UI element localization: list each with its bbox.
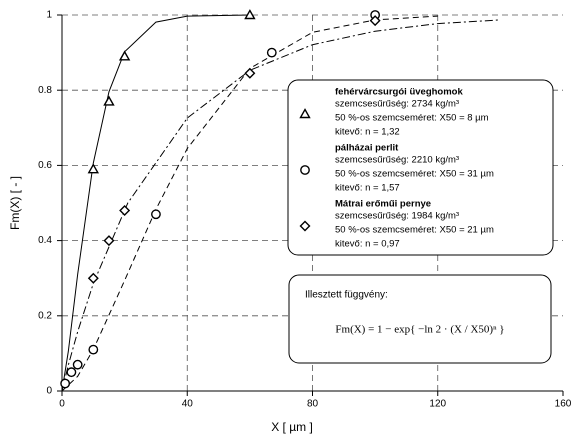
y-tick-label: 0.2: [38, 310, 52, 321]
y-axis-label: Fm(X) [ - ]: [8, 176, 22, 230]
y-tick-label: 0.8: [38, 85, 52, 96]
legend-detail: kitevő: n = 1,32: [335, 127, 400, 138]
y-tick-label: 0.4: [38, 235, 52, 246]
data-point: [244, 67, 256, 79]
data-point: [88, 344, 99, 355]
data-point: [87, 163, 100, 174]
data-point: [119, 205, 131, 217]
formula-box: [288, 274, 552, 364]
data-point: [60, 378, 71, 389]
x-tick-label: 40: [182, 399, 194, 410]
data-point: [244, 9, 256, 20]
data-point: [103, 235, 115, 247]
y-tick-label: 0.6: [38, 160, 52, 171]
x-tick-label: 120: [429, 399, 446, 410]
y-tick-label: 1: [46, 10, 52, 21]
legend-title: fehérvárcsurgói üveghomok: [335, 87, 463, 98]
legend-detail: 50 %-os szemcseméret: X50 = 8 µm: [335, 113, 489, 124]
data-point: [369, 15, 381, 27]
fit-curve: [61, 14, 250, 392]
legend-box: [287, 79, 554, 256]
x-tick-label: 160: [555, 399, 572, 410]
legend-title: Mátrai erőműi pernye: [335, 199, 431, 210]
fit-curve: [61, 19, 501, 392]
formula-title: Illesztett függvény:: [305, 290, 388, 301]
legend-title: pálházai perlit: [335, 143, 399, 154]
x-tick-label: 80: [307, 399, 319, 410]
data-point: [103, 95, 115, 106]
data-point: [118, 50, 131, 61]
legend-detail: szemcsesűrűség: 2210 kg/m³: [335, 155, 459, 166]
data-point: [151, 209, 161, 220]
legend-marker: [299, 220, 311, 232]
data-point: [266, 47, 277, 58]
legend-detail: 50 %-os szemcseméret: X50 = 31 µm: [335, 169, 494, 180]
y-tick-label: 0: [46, 386, 52, 397]
fit-curve: [61, 15, 438, 392]
legend-detail: szemcsesűrűség: 1984 kg/m³: [335, 211, 459, 222]
data-point: [66, 367, 77, 378]
data-point: [87, 272, 99, 284]
legend-detail: kitevő: n = 1,57: [335, 183, 400, 194]
data-point: [72, 359, 83, 370]
legend-detail: 50 %-os szemcseméret: X50 = 21 µm: [335, 225, 494, 236]
legend-detail: szemcsesűrűség: 2734 kg/m³: [335, 99, 459, 110]
x-tick-label: 0: [59, 399, 65, 410]
legend-marker: [300, 165, 310, 175]
formula: Fm(X) = 1 − exp{ −ln 2 · (X / X50)ⁿ }: [335, 324, 504, 336]
legend-detail: kitevő: n = 0,97: [335, 239, 400, 250]
legend-marker: [299, 108, 311, 119]
x-axis-label: X [ µm ]: [271, 420, 313, 434]
